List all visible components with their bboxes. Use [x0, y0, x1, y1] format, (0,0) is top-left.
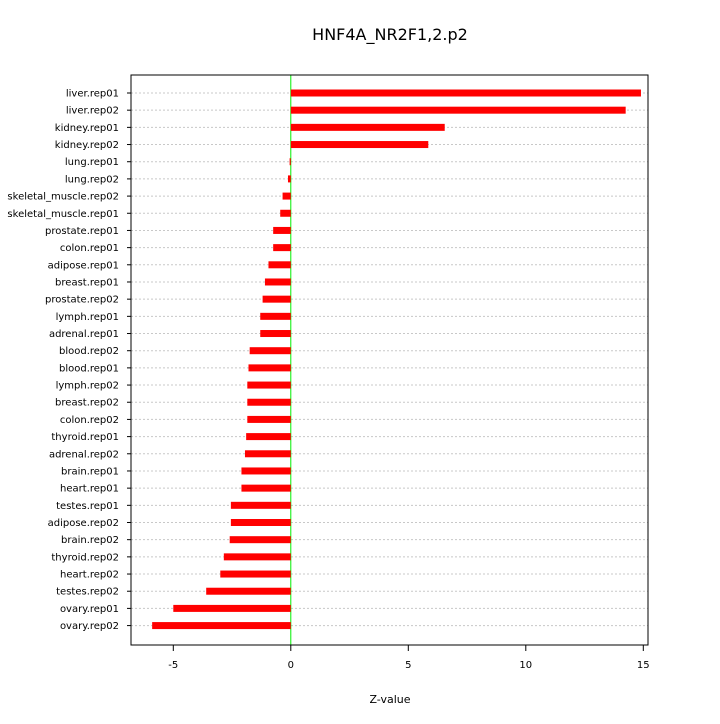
- category-label: heart.rep02: [60, 570, 119, 581]
- bar: [247, 415, 291, 423]
- category-label: lung.rep01: [65, 157, 119, 168]
- bar: [268, 261, 291, 269]
- bar: [247, 381, 291, 389]
- category-label: lymph.rep02: [56, 381, 119, 392]
- bar: [206, 587, 291, 595]
- category-label: ovary.rep01: [60, 604, 119, 615]
- category-label: blood.rep02: [59, 346, 119, 357]
- category-label: ovary.rep02: [60, 621, 119, 632]
- category-label: heart.rep01: [60, 484, 119, 495]
- category-label: testes.rep02: [56, 587, 119, 598]
- bar: [230, 519, 291, 526]
- category-label: prostate.rep02: [45, 295, 119, 306]
- bar: [247, 398, 291, 406]
- category-label: breast.rep02: [55, 398, 119, 409]
- chart-title: HNF4A_NR2F1,2.p2: [312, 25, 468, 45]
- bar: [290, 106, 626, 114]
- category-label: adipose.rep02: [48, 518, 119, 529]
- category-label: kidney.rep02: [55, 140, 119, 151]
- bar: [290, 89, 641, 97]
- bar: [260, 330, 291, 338]
- x-tick-label: 0: [288, 660, 294, 671]
- bar: [290, 141, 429, 149]
- bar: [248, 364, 291, 372]
- category-label: lymph.rep01: [56, 312, 119, 323]
- x-tick-label: 15: [637, 660, 650, 671]
- category-labels: liver.rep01 liver.rep02 kidney.rep01 kidney…: [7, 89, 131, 632]
- category-label: liver.rep02: [66, 106, 119, 117]
- category-label: prostate.rep01: [45, 226, 119, 237]
- category-label: testes.rep01: [56, 501, 119, 512]
- category-label: adipose.rep01: [48, 260, 119, 271]
- bar: [220, 570, 291, 578]
- x-tick-label: -5: [168, 660, 178, 671]
- bar: [249, 347, 291, 355]
- bar: [280, 209, 291, 217]
- category-label: colon.rep01: [60, 243, 119, 254]
- category-label: skeletal_muscle.rep01: [7, 209, 119, 220]
- category-label: colon.rep02: [60, 415, 119, 426]
- category-label: thyroid.rep02: [51, 552, 119, 563]
- bar: [260, 312, 291, 320]
- category-label: skeletal_muscle.rep02: [7, 192, 119, 203]
- x-tick-label: 10: [519, 660, 532, 671]
- bar: [289, 158, 291, 166]
- bar: [229, 536, 291, 544]
- bar: [282, 192, 291, 200]
- bar-layer: [152, 89, 641, 630]
- x-tick-label: 5: [405, 660, 411, 671]
- x-axis-label: Z-value: [369, 693, 410, 706]
- category-label: brain.rep02: [61, 535, 119, 546]
- bar: [173, 604, 291, 612]
- bar: [244, 450, 291, 458]
- bar: [152, 622, 291, 630]
- bar: [241, 484, 291, 492]
- bar: [223, 553, 291, 561]
- bar: [241, 467, 291, 475]
- category-label: thyroid.rep01: [51, 432, 119, 443]
- category-label: kidney.rep01: [55, 123, 119, 134]
- grid-layer: [131, 92, 648, 627]
- plot-frame: [130, 74, 649, 646]
- category-label: breast.rep01: [55, 277, 119, 288]
- category-label: brain.rep01: [61, 466, 119, 477]
- bar: [290, 123, 445, 131]
- bar: [246, 433, 291, 441]
- x-axis: -5 0 5 10 15: [168, 645, 650, 671]
- category-label: adrenal.rep02: [49, 449, 119, 460]
- bar: [264, 278, 291, 286]
- category-label: blood.rep01: [59, 363, 119, 374]
- category-label: lung.rep02: [65, 174, 119, 185]
- bar: [230, 501, 291, 509]
- bar: [273, 226, 291, 234]
- bar: [262, 295, 291, 303]
- bar: [273, 244, 291, 252]
- category-label: adrenal.rep01: [49, 329, 119, 340]
- bar: [287, 175, 291, 183]
- category-label: liver.rep01: [66, 89, 119, 100]
